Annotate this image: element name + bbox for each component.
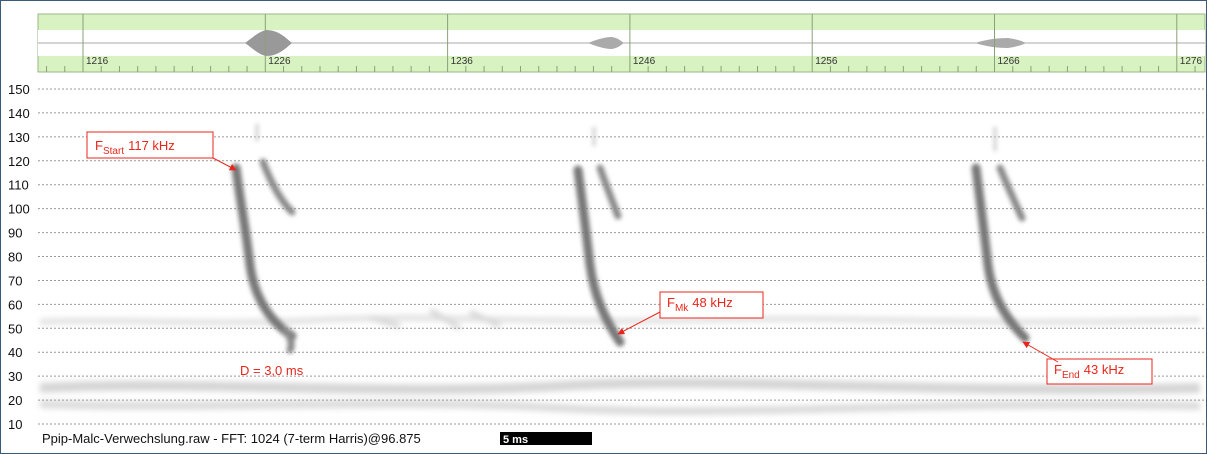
annotation-end: FEnd 43 kHz	[1022, 341, 1153, 385]
annotation-symbol: F	[95, 138, 103, 153]
waveform-envelope	[975, 38, 1026, 48]
timeline: 1216 1226 1236 1246 1256 1266 1276	[37, 13, 1206, 73]
y-tick-label: 60	[8, 297, 22, 312]
status-bar: Ppip-Malc-Verwechslung.raw - FFT: 1024 (…	[38, 430, 592, 448]
annotation-subscript: Mk	[675, 303, 689, 314]
annotation-subscript: End	[1062, 370, 1080, 381]
annotation-symbol: F	[667, 295, 675, 310]
timeline-tick-label: 1236	[451, 56, 474, 67]
timeline-tick-label: 1276	[1180, 56, 1203, 67]
y-tick-label: 80	[8, 250, 22, 265]
timeline-tick-label: 1216	[86, 56, 109, 67]
scale-bar	[500, 432, 592, 445]
annotation-start: FStart 117 kHz	[86, 131, 237, 171]
timeline-tick-label: 1266	[998, 56, 1021, 67]
status-text: Ppip-Malc-Verwechslung.raw - FFT: 1024 (…	[42, 431, 421, 446]
annotation-mk: FMk 48 kHz	[617, 291, 764, 335]
timeline-tick-label: 1256	[815, 56, 838, 67]
y-tick-label: 150	[8, 82, 30, 97]
y-tick-label: 10	[8, 417, 22, 432]
timeline-tick-label: 1246	[633, 56, 656, 67]
scale-label: 5 ms	[503, 434, 528, 446]
y-tick-label: 140	[8, 106, 30, 121]
calls	[231, 123, 1030, 354]
y-tick-label: 120	[8, 154, 30, 169]
duration-label: D = 3,0 ms	[240, 363, 304, 378]
y-tick-label: 20	[8, 393, 22, 408]
y-tick-label: 70	[8, 273, 22, 288]
y-tick-label: 50	[8, 321, 22, 336]
y-tick-label: 110	[8, 178, 29, 193]
waveform-envelope	[588, 37, 624, 49]
timeline-tick-label: 1226	[268, 56, 291, 67]
annotation-value: 43 kHz	[1084, 362, 1124, 377]
y-tick-label: 130	[8, 130, 30, 145]
annotation-value: 117 kHz	[128, 138, 175, 153]
annotation-value: 48 kHz	[692, 295, 732, 310]
waveform-envelope	[245, 30, 292, 56]
annotation-symbol: F	[1054, 362, 1062, 377]
noise	[39, 307, 1201, 416]
y-tick-label: 30	[8, 369, 22, 384]
annotation-subscript: Start	[103, 146, 124, 157]
y-tick-label: 100	[8, 202, 30, 217]
y-tick-label: 40	[8, 345, 22, 360]
y-tick-label: 90	[8, 226, 22, 241]
